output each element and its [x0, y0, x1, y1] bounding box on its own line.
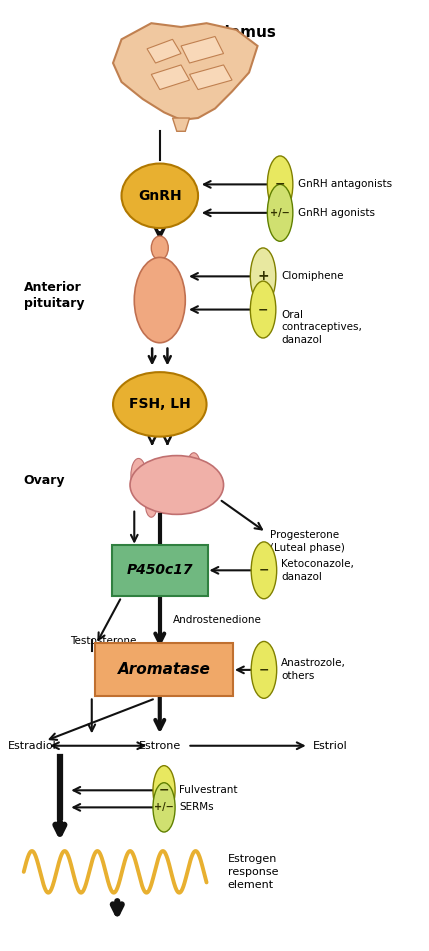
Text: Progesterone
(Luteal phase): Progesterone (Luteal phase) [270, 531, 345, 553]
Text: Estriol: Estriol [312, 741, 347, 750]
Text: +/−: +/− [270, 208, 290, 218]
FancyBboxPatch shape [112, 545, 208, 596]
Text: +/−: +/− [154, 803, 174, 812]
Text: −: − [259, 664, 269, 676]
Text: Ketoconazole,
danazol: Ketoconazole, danazol [281, 559, 354, 582]
Text: −: − [259, 564, 269, 577]
Polygon shape [181, 36, 224, 63]
Text: FSH, LH: FSH, LH [129, 398, 190, 412]
Text: Estrogen
response
element: Estrogen response element [228, 854, 278, 889]
Text: Androstenedione: Androstenedione [172, 615, 261, 625]
Text: GnRH: GnRH [138, 189, 181, 203]
Polygon shape [172, 118, 190, 131]
Circle shape [187, 453, 201, 483]
Circle shape [251, 281, 276, 338]
Text: Oral
contraceptives,
danazol: Oral contraceptives, danazol [281, 310, 362, 345]
Polygon shape [147, 39, 181, 63]
Ellipse shape [130, 456, 224, 514]
Text: Hypothalamus: Hypothalamus [153, 25, 277, 40]
Text: Estradiol: Estradiol [8, 741, 57, 750]
Text: Ovary: Ovary [24, 474, 65, 487]
Polygon shape [151, 65, 190, 89]
Text: Testosterone: Testosterone [70, 636, 137, 647]
Text: +: + [257, 269, 269, 283]
Circle shape [153, 766, 175, 815]
Text: Estrone: Estrone [139, 741, 181, 750]
Circle shape [267, 156, 293, 213]
Text: −: − [258, 303, 268, 316]
Ellipse shape [134, 258, 185, 342]
Circle shape [131, 458, 146, 493]
Polygon shape [113, 23, 257, 120]
Text: Fulvestrant: Fulvestrant [179, 786, 237, 795]
Circle shape [153, 783, 175, 832]
Text: GnRH agonists: GnRH agonists [298, 208, 375, 218]
Text: GnRH antagonists: GnRH antagonists [298, 180, 392, 189]
Circle shape [145, 491, 157, 517]
Circle shape [251, 248, 276, 305]
Circle shape [251, 542, 277, 599]
Ellipse shape [151, 236, 168, 260]
Circle shape [201, 477, 212, 502]
Text: Anterior
pituitary: Anterior pituitary [24, 281, 84, 310]
Text: −: − [159, 784, 169, 797]
Polygon shape [190, 65, 232, 89]
Text: Clomiphene: Clomiphene [281, 271, 344, 281]
Text: −: − [275, 178, 285, 191]
Circle shape [251, 641, 277, 698]
Ellipse shape [121, 164, 198, 228]
Text: P450c17: P450c17 [127, 563, 193, 577]
FancyBboxPatch shape [95, 643, 233, 696]
Text: Aromatase: Aromatase [118, 663, 211, 677]
Circle shape [267, 184, 293, 242]
Text: Anastrozole,
others: Anastrozole, others [281, 658, 346, 681]
Ellipse shape [113, 372, 206, 437]
Text: SERMs: SERMs [179, 803, 214, 812]
